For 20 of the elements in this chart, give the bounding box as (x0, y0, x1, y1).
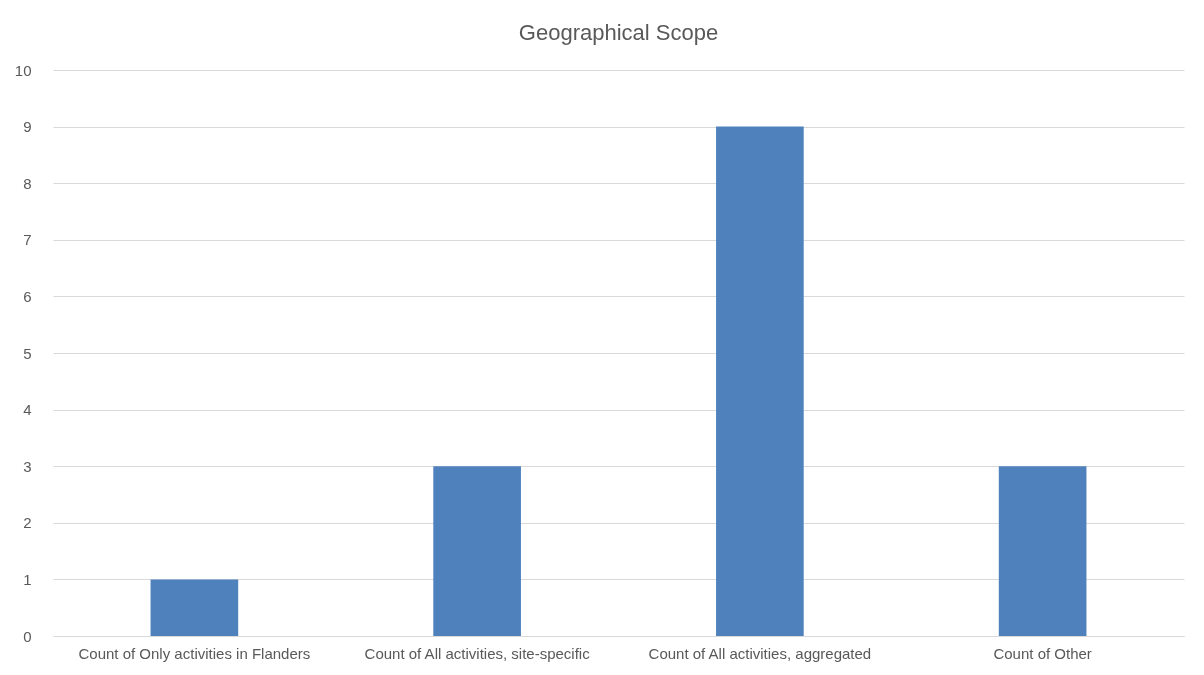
bar (998, 466, 1087, 636)
x-tick-label: Count of All activities, aggregated (648, 644, 872, 662)
y-tick-label: 4 (23, 401, 32, 419)
y-tick-label: 3 (23, 457, 32, 475)
y-tick-label: 10 (14, 61, 32, 79)
bar (150, 579, 239, 636)
y-tick-label: 9 (23, 118, 32, 136)
x-tick-label: Count of All activities, site-specific (364, 644, 591, 662)
bar (716, 126, 804, 636)
x-tick-label: Count of Other (993, 644, 1092, 662)
y-tick-label: 8 (23, 174, 32, 192)
y-tick-label: 5 (23, 344, 32, 362)
y-tick-label: 1 (23, 570, 32, 588)
y-tick-label: 7 (23, 231, 32, 249)
y-tick-label: 6 (23, 287, 32, 305)
chart-title: Geographical Scope (518, 20, 719, 45)
bar (433, 466, 521, 636)
y-tick-label: 0 (23, 627, 32, 645)
x-tick-label: Count of Only activities in Flanders (78, 644, 311, 662)
y-tick-label: 2 (23, 514, 32, 532)
